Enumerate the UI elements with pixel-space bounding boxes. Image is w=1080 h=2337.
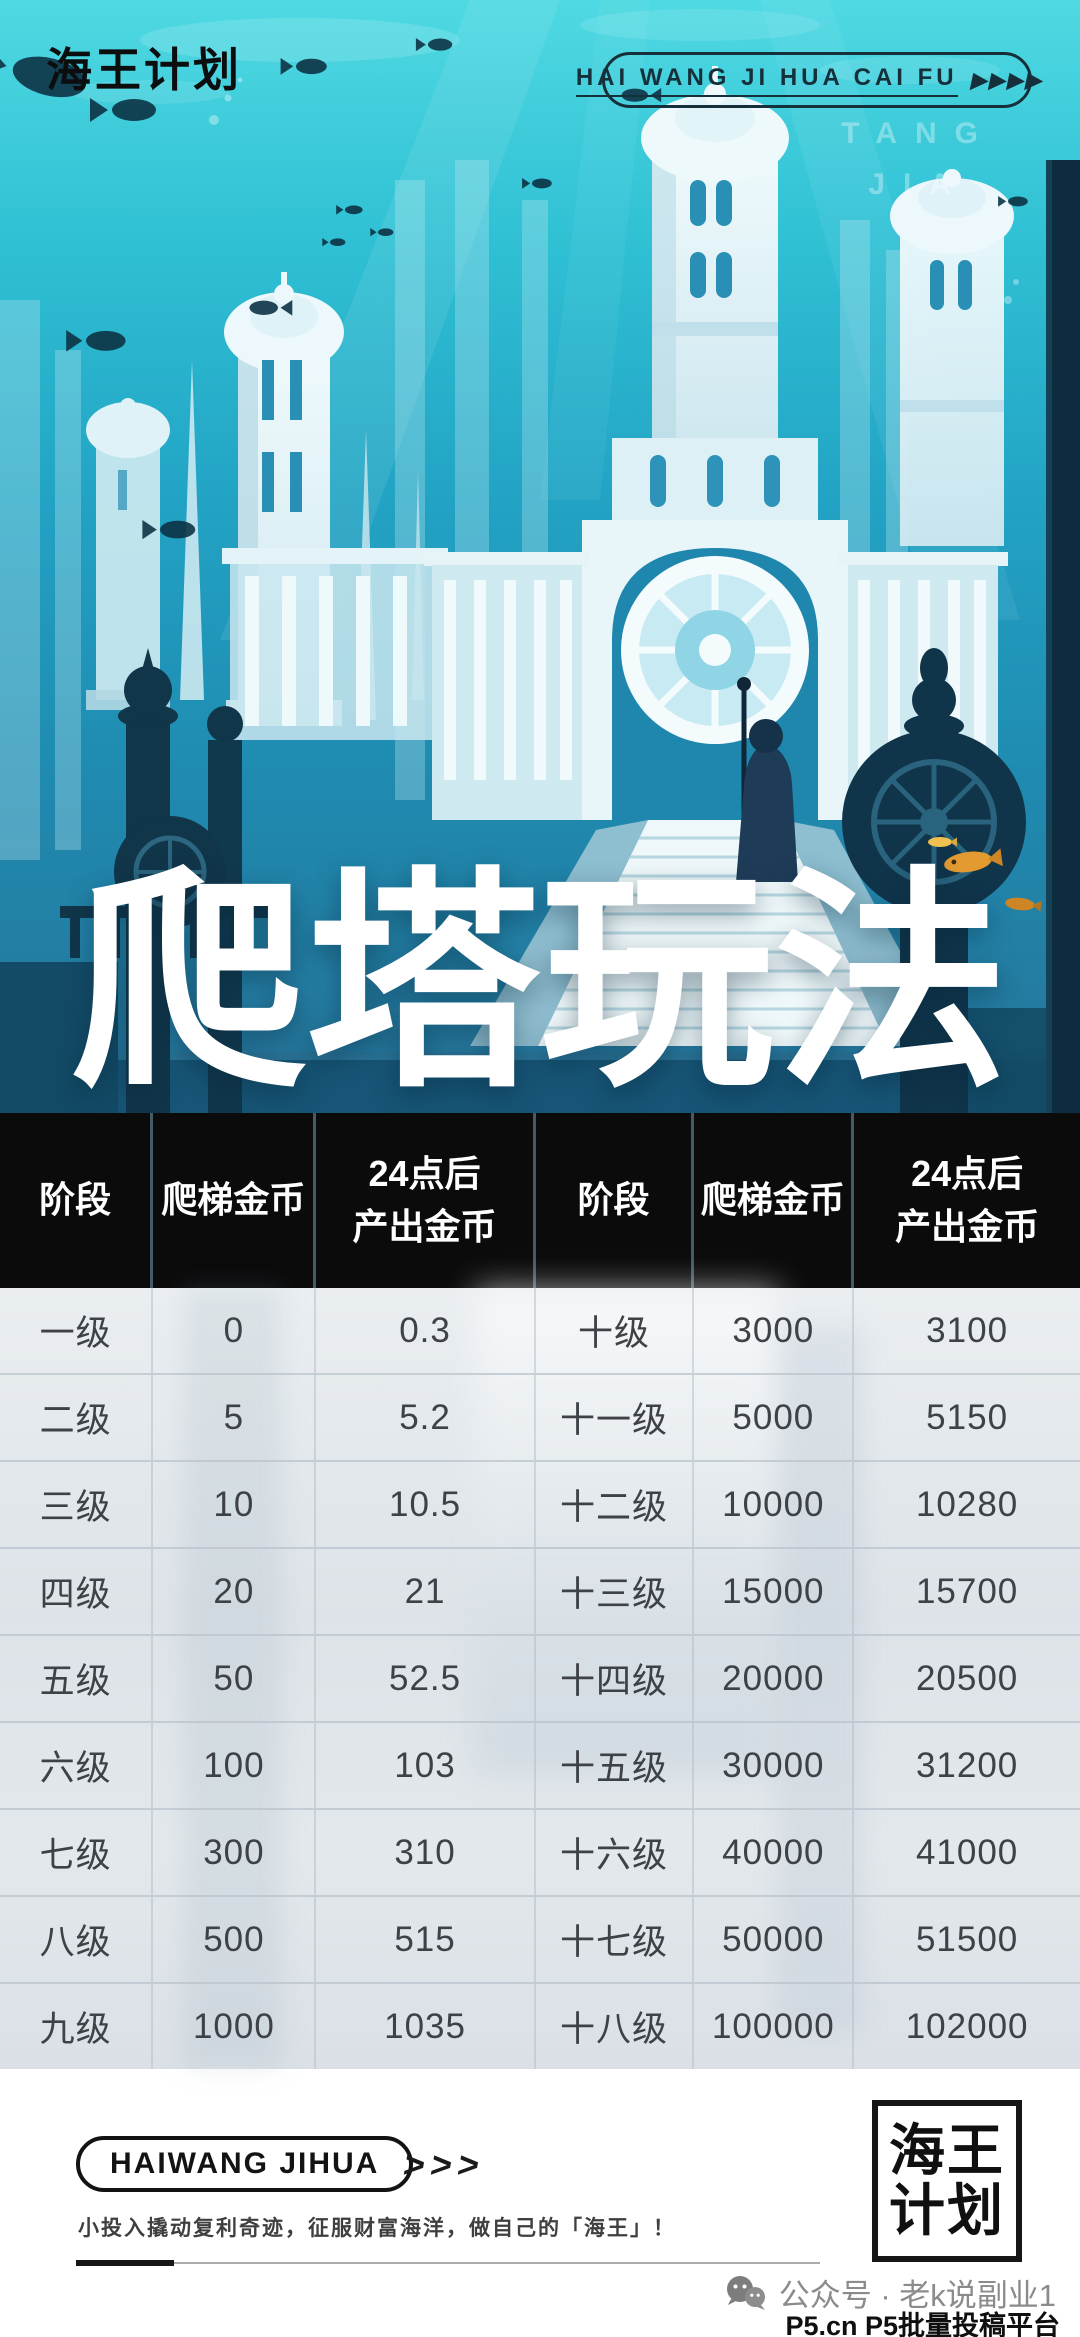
table-cell: 21 (316, 1549, 536, 1634)
table-header-cell: 24点后 产出金币 (316, 1113, 536, 1288)
table-cell: 八级 (0, 1897, 154, 1982)
table-cell: 五级 (0, 1636, 154, 1721)
table-cell: 0 (153, 1288, 317, 1373)
table-cell: 102000 (905, 2006, 1029, 2046)
table-cell: 20500 (915, 1658, 1019, 1698)
robed-figure-silhouette (736, 677, 798, 884)
table-cell: 1000 (153, 1984, 317, 2069)
table-cell: 15700 (915, 1571, 1019, 1611)
table-cell: 3000 (694, 1288, 855, 1373)
wechat-icon (726, 2275, 765, 2310)
stamp-line1: 海王 (889, 2118, 1005, 2182)
table-row: 七级 300 310 十六级 40000 41000 (0, 1808, 1080, 1895)
table-cell: 20000 (694, 1636, 855, 1721)
table-cell: 1035 (316, 1984, 536, 2069)
table-cell: 十三级 (536, 1549, 695, 1634)
table-header-cell: 爬梯金币 (694, 1113, 855, 1288)
table-cell: 十七级 (536, 1897, 695, 1982)
table-cell: 一级 (0, 1288, 154, 1373)
table-cell: 十二级 (536, 1462, 695, 1547)
tagline-text: HAI WANG JI HUA CAI FU (575, 64, 958, 97)
table-cell: 52.5 (316, 1636, 536, 1721)
table-header-row: 阶段 爬梯金币 24点后 产出金币 阶段 爬梯金币 24点后 产出金币 (0, 1113, 1080, 1288)
table-cell: 5 (153, 1375, 317, 1460)
stamp-line2: 计划 (889, 2179, 1005, 2242)
table-header-cell: 24点后 产出金币 (895, 1153, 1040, 1247)
table-cell: 十四级 (536, 1636, 695, 1721)
table-cell: 3100 (926, 1310, 1009, 1350)
table-cell: 六级 (0, 1723, 154, 1808)
table-cell: 十级 (536, 1288, 695, 1373)
table-row: 二级 5 5.2 十一级 5000 5150 (0, 1373, 1080, 1460)
table-cell: 九级 (0, 1984, 154, 2069)
table-cell: 十六级 (536, 1810, 695, 1895)
table-header-cell: 阶段 (0, 1113, 154, 1288)
divider-thin-line (76, 2262, 820, 2264)
table-cell: 300 (153, 1810, 317, 1895)
hero-title: 爬塔玩法 (72, 852, 1008, 1114)
table-cell: 41000 (915, 1832, 1019, 1872)
brand-stamp: 海王 计划 (872, 2100, 1022, 2262)
table-cell: 四级 (0, 1549, 154, 1634)
table-row: 八级 500 515 十七级 50000 51500 (0, 1895, 1080, 1982)
table-cell: 三级 (0, 1462, 154, 1547)
table-cell: 515 (316, 1897, 536, 1982)
table-header-cell: 阶段 (536, 1113, 695, 1288)
table-cell: 十五级 (536, 1723, 695, 1808)
orange-fish (928, 837, 1042, 912)
table-row: 一级 0 0.3 十级 3000 3100 (0, 1288, 1080, 1373)
table-cell: 310 (316, 1810, 536, 1895)
table-cell: 10280 (915, 1484, 1019, 1524)
artist-watermark: TANG JIA (841, 108, 996, 210)
table-cell: 103 (316, 1723, 536, 1808)
table-cell: 20 (153, 1549, 317, 1634)
chevrons-icon: >>> (400, 2144, 489, 2185)
table-cell: 51500 (915, 1919, 1019, 1959)
table-cell: 10 (153, 1462, 317, 1547)
table-cell: 10000 (694, 1462, 855, 1547)
table-cell: 5.2 (316, 1375, 536, 1460)
table-cell: 十八级 (536, 1984, 695, 2069)
table-cell: 100 (153, 1723, 317, 1808)
platform-label: P5.cn P5批量投稿平台 (785, 2311, 1060, 2337)
table-cell: 十一级 (536, 1375, 695, 1460)
footer-divider (76, 2260, 820, 2266)
table-cell: 5150 (926, 1397, 1009, 1437)
table-cell: 50000 (694, 1897, 855, 1982)
watermark-line1: TANG (841, 117, 996, 150)
table-cell: 15000 (694, 1549, 855, 1634)
underwater-city-illustration (0, 0, 1080, 1113)
table-cell: 七级 (0, 1810, 154, 1895)
table-row: 六级 100 103 十五级 30000 31200 (0, 1721, 1080, 1808)
table-row: 三级 10 10.5 十二级 10000 10280 (0, 1460, 1080, 1547)
wechat-account-line: 公众号 · 老k说副业1 (723, 2270, 1056, 2315)
table-cell: 40000 (694, 1810, 855, 1895)
watermark-line2: JIA (868, 168, 969, 201)
footer-brand-pill: HAIWANG JIHUA (76, 2136, 414, 2192)
table-cell: 500 (153, 1897, 317, 1982)
wechat-label: 公众号 · 老k说副业1 (778, 2278, 1056, 2313)
left-pillars (60, 648, 290, 1113)
table-cell: 31200 (915, 1745, 1019, 1785)
table-cell: 50 (153, 1636, 317, 1721)
table-cell: 5000 (694, 1375, 855, 1460)
tagline-pill: HAI WANG JI HUA CAI FU ▶▶▶▶ (575, 52, 1047, 108)
table-cell: 10.5 (316, 1462, 536, 1547)
play-arrows-icon: ▶▶▶▶ (969, 68, 1047, 92)
table-cell: 0.3 (316, 1288, 536, 1373)
scene-svg (0, 0, 1080, 1113)
table-row: 四级 20 21 十三级 15000 15700 (0, 1547, 1080, 1634)
table-cell: 30000 (694, 1723, 855, 1808)
reward-table: 阶段 爬梯金币 24点后 产出金币 阶段 爬梯金币 24点后 产出金币 一级 0 0… (0, 1113, 1080, 2069)
table-body: 一级 0 0.3 十级 3000 3100 二级 5 5.2 十一级 5000 5150 三级 10 10.… (0, 1288, 1080, 2069)
divider-thick-segment (76, 2260, 174, 2266)
table-cell: 二级 (0, 1375, 154, 1460)
brand-logo: 海王计划 (46, 44, 242, 96)
table-header-cell: 爬梯金币 (153, 1113, 317, 1288)
footer-slogan: 小投入撬动复利奇迹，征服财富海洋，做自己的「海王」！ (78, 2217, 676, 2240)
table-row: 九级 1000 1035 十八级 100000 102000 (0, 1982, 1080, 2069)
table-cell: 100000 (694, 1984, 855, 2069)
table-row: 五级 50 52.5 十四级 20000 20500 (0, 1634, 1080, 1721)
